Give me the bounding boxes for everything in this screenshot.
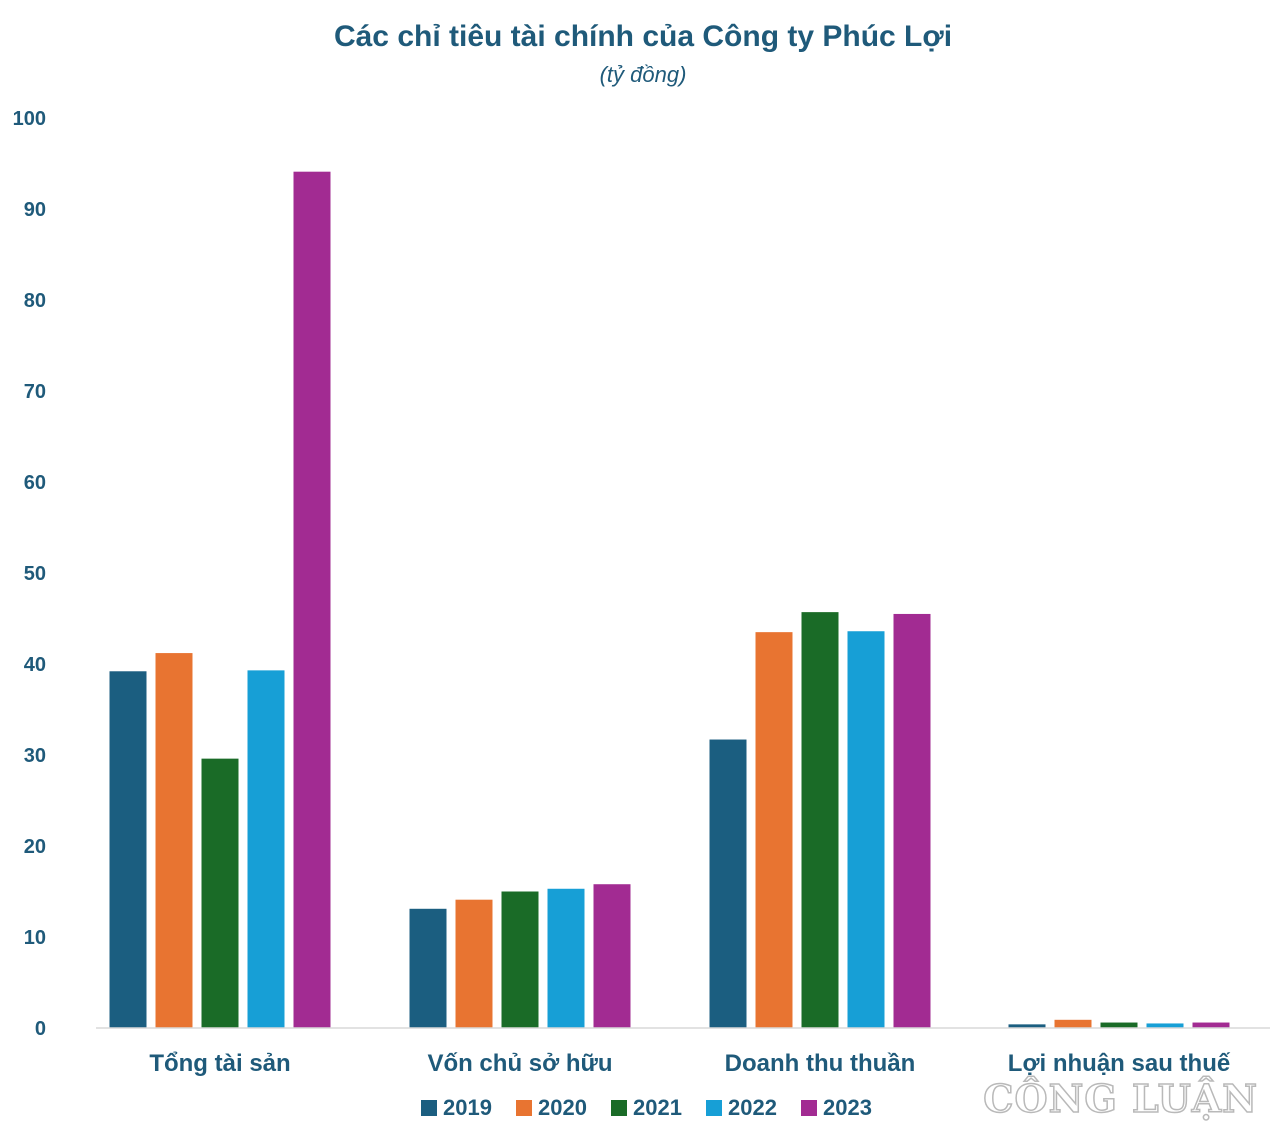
chart-subtitle: (tỷ đồng)	[600, 62, 687, 87]
bar-2022-2	[547, 888, 585, 1028]
y-tick-label: 10	[24, 927, 46, 949]
x-tick-label: Lợi nhuận sau thuế	[1008, 1050, 1231, 1077]
bar-2023-1	[293, 171, 331, 1028]
bar-2022-1	[247, 670, 285, 1028]
bar-2023-4	[1192, 1022, 1230, 1028]
x-tick-label: Vốn chủ sở hữu	[427, 1050, 612, 1077]
legend-label-2023: 2023	[823, 1095, 872, 1120]
legend-label-2022: 2022	[728, 1095, 777, 1120]
y-tick-label: 50	[24, 563, 46, 585]
y-axis-ticks: 0 10 20 30 40 50 60 70 80 90 100	[13, 108, 46, 1040]
y-tick-label: 100	[13, 108, 46, 130]
y-tick-label: 80	[24, 290, 46, 312]
watermark-logo: CÔNG LUẬN	[983, 1076, 1258, 1121]
y-tick-label: 60	[24, 472, 46, 494]
bar-2022-3	[847, 631, 885, 1028]
bar-2019-2	[409, 908, 447, 1028]
y-tick-label: 40	[24, 654, 46, 676]
bars	[109, 171, 1230, 1028]
x-axis-ticks: Tổng tài sản Vốn chủ sở hữu Doanh thu thuầ…	[149, 1050, 1231, 1077]
bar-2021-1	[201, 758, 239, 1028]
bar-2022-4	[1146, 1023, 1184, 1028]
legend: 2019 2020 2021 2022 2023	[421, 1095, 872, 1120]
x-tick-label: Doanh thu thuần	[725, 1050, 916, 1077]
bar-2023-2	[593, 884, 631, 1028]
y-tick-label: 20	[24, 836, 46, 858]
bar-2021-4	[1100, 1022, 1138, 1028]
y-tick-label: 90	[24, 199, 46, 221]
legend-label-2020: 2020	[538, 1095, 587, 1120]
bar-2021-3	[801, 612, 839, 1028]
legend-label-2019: 2019	[443, 1095, 492, 1120]
bar-2021-2	[501, 891, 539, 1028]
x-tick-label: Tổng tài sản	[149, 1050, 290, 1077]
legend-swatch-2019	[421, 1100, 437, 1116]
legend-swatch-2022	[706, 1100, 722, 1116]
bar-2019-4	[1008, 1024, 1046, 1028]
y-tick-label: 70	[24, 381, 46, 403]
legend-label-2021: 2021	[633, 1095, 682, 1120]
legend-swatch-2023	[801, 1100, 817, 1116]
chart-title: Các chỉ tiêu tài chính của Công ty Phúc …	[334, 20, 952, 53]
bar-2020-1	[155, 653, 193, 1028]
bar-2019-3	[709, 739, 747, 1028]
bar-2023-3	[893, 613, 931, 1028]
bar-2019-1	[109, 671, 147, 1028]
bar-2020-3	[755, 632, 793, 1028]
y-tick-label: 0	[35, 1018, 46, 1040]
legend-swatch-2021	[611, 1100, 627, 1116]
bar-2020-4	[1054, 1019, 1092, 1028]
bar-2020-2	[455, 899, 493, 1028]
y-tick-label: 30	[24, 745, 46, 767]
legend-swatch-2020	[516, 1100, 532, 1116]
